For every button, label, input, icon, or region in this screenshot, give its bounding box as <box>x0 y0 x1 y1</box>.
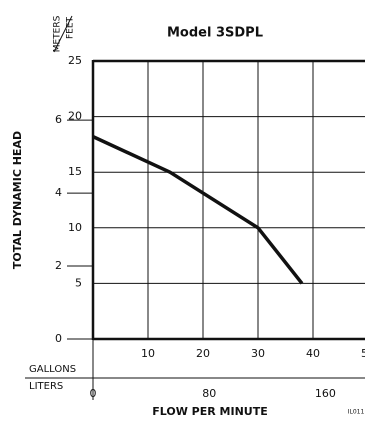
x2-unit: LITERS <box>29 381 63 392</box>
y2-tick-label: 6 <box>55 113 62 126</box>
y-tick-label: 25 <box>68 54 82 67</box>
x2-tick-label: 80 <box>202 387 216 400</box>
x-tick-label: 40 <box>306 347 320 360</box>
y2-unit: METERS <box>53 15 63 52</box>
x-tick-label: 50 <box>361 347 365 360</box>
y-tick-label: 5 <box>75 276 82 289</box>
y-axis-label: TOTAL DYNAMIC HEAD <box>11 131 24 269</box>
y-tick-label: 15 <box>68 165 82 178</box>
y-unit: FEET <box>66 16 76 39</box>
y-tick-label: 20 <box>68 110 82 123</box>
unit-divider <box>53 15 73 53</box>
x-tick-label: 30 <box>251 347 265 360</box>
x-tick-label: 20 <box>196 347 210 360</box>
y2-tick-label: 0 <box>55 332 62 345</box>
x-axis-label: FLOW PER MINUTE <box>152 405 268 418</box>
chart-title: Model 3SDPL <box>167 26 263 41</box>
y2-tick-label: 2 <box>55 259 62 272</box>
y2-tick-label: 4 <box>55 186 62 199</box>
y-tick-label: 10 <box>68 221 82 234</box>
data-line <box>92 135 304 285</box>
code: IL011 <box>348 409 365 416</box>
x2-tick-label: 160 <box>315 387 336 400</box>
x-tick-label: 10 <box>141 347 155 360</box>
x-unit: GALLONS <box>29 364 76 375</box>
